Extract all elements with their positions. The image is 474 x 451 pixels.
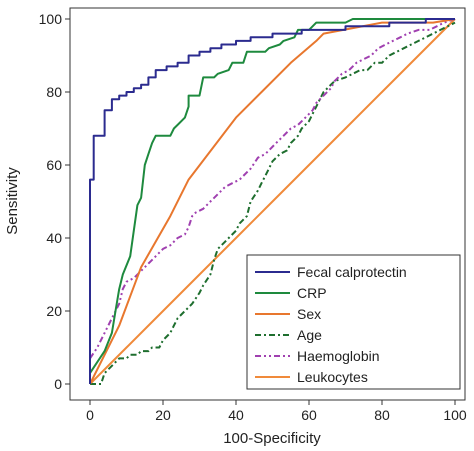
series-line-fecal-calprotectin <box>89 18 455 384</box>
legend-label-leukocytes: Leukocytes <box>297 369 368 385</box>
legend-box <box>246 254 461 390</box>
plot-area-border <box>69 7 466 401</box>
x-tick-label: 100 <box>443 407 467 423</box>
series-line-crp <box>89 18 455 374</box>
series-line-age <box>90 21 456 385</box>
series-line-haemoglobin <box>89 18 456 359</box>
series-line-leukocytes <box>89 18 456 385</box>
x-tick-label: 20 <box>155 407 171 423</box>
x-axis-ticks: 0 20 40 60 80 100 <box>86 400 467 423</box>
x-tick-label: 0 <box>86 407 94 423</box>
legend: Fecal calprotectin CRP Sex Age Haemoglobin Le… <box>246 254 461 390</box>
y-axis-label: Sensitivity <box>4 167 21 235</box>
y-tick-label: 20 <box>46 303 62 319</box>
y-tick-label: 60 <box>46 157 62 173</box>
x-tick-label: 60 <box>301 407 317 423</box>
x-tick-label: 40 <box>228 407 244 423</box>
legend-label-sex: Sex <box>297 306 321 322</box>
plot-frame <box>69 7 466 401</box>
x-tick-label: 80 <box>374 407 390 423</box>
y-tick-label: 80 <box>46 84 62 100</box>
legend-label-crp: CRP <box>297 285 327 301</box>
legend-items: Fecal calprotectin CRP Sex Age Haemoglobin Le… <box>255 264 407 385</box>
series-layer <box>89 18 456 385</box>
x-axis-label: 100-Specificity <box>223 430 321 447</box>
legend-label-haemoglobin: Haemoglobin <box>297 348 380 364</box>
legend-label-fecal-calprotectin: Fecal calprotectin <box>297 264 407 280</box>
legend-label-age: Age <box>297 327 322 343</box>
y-tick-label: 40 <box>46 230 62 246</box>
y-axis-ticks: 0 20 40 60 80 100 <box>39 11 70 392</box>
y-tick-label: 0 <box>54 376 62 392</box>
y-tick-label: 100 <box>39 11 63 27</box>
